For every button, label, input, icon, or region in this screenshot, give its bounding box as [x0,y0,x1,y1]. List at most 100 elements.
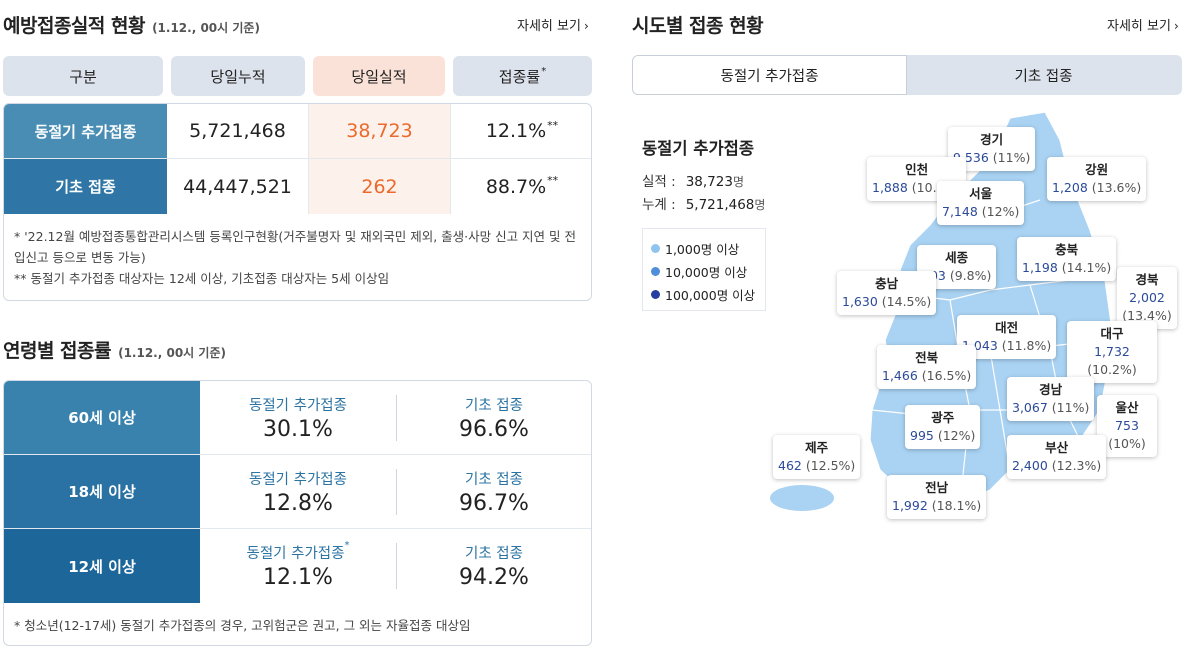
cell-value: 30.1% [263,416,333,442]
region-pct: (11.8%) [1001,338,1052,353]
primary-rate-cell: 기초 접종 96.7% [396,455,591,528]
cell-value: 96.6% [459,416,529,442]
header-label: 당일실적 [351,67,407,86]
header-daily-cumulative: 당일누적 [171,56,305,96]
region-card-gangwon[interactable]: 강원 1,208 (13.6%) [1047,157,1147,201]
section-title: 예방접종실적 현황 [3,15,145,37]
map-region-boundary [989,349,1011,471]
region-card-seoul[interactable]: 서울 7,148 (12%) [937,181,1025,225]
region-pct: (9.8%) [949,268,992,283]
section-subtitle: (1.12., 00시 기준) [152,21,260,35]
region-pct: (13.6%) [1091,180,1142,195]
footnote-mark: * [541,65,547,77]
region-count: 1,732 [1094,344,1130,359]
region-card-chungnam[interactable]: 충남 1,630 (14.5%) [837,271,937,315]
cell-value: 12.8% [263,490,333,516]
row-label: 동절기 추가접종 [4,104,167,158]
region-name: 경남 [1039,382,1063,397]
kv-label: 누계 : [642,197,676,213]
region-pct: (14.1%) [1061,260,1112,275]
regional-status-more-link[interactable]: 자세히 보기 › [1107,15,1179,34]
legend-item: 1,000명 이상 [651,237,757,260]
primary-rate-cell: 기초 접종 94.2% [396,529,591,603]
age-label: 60세 이상 [4,381,200,454]
region-pct: (12%) [981,204,1020,219]
region-pct: (14.5%) [881,294,932,309]
region-name: 인천 [905,162,929,177]
region-count: 753 [1115,418,1139,433]
region-card-gwangju[interactable]: 광주 995 (12%) [905,405,981,449]
legend-item: 10,000명 이상 [651,260,757,283]
region-name: 부산 [1045,440,1069,455]
divider [396,395,397,441]
booster-rate-cell: 동절기 추가접종 12.8% [200,455,396,528]
cumulative-value: 5,721,468 [167,104,309,158]
region-card-gyeongnam[interactable]: 경남 3,067 (11%) [1007,377,1095,421]
rate-value: 12.1% ** [451,104,591,158]
kv-value: 5,721,468 [685,197,755,213]
regional-status-title: 시도별 접종 현황 [632,15,764,37]
region-count: 1,198 [1022,260,1058,275]
region-count: 1,992 [892,498,928,513]
cell-label: 기초 접종 [465,546,523,562]
region-card-jeonbuk[interactable]: 전북 1,466 (16.5%) [877,345,977,389]
vaccination-status-more-link[interactable]: 자세히 보기 › [517,15,589,34]
region-pct: (12%) [937,428,976,443]
region-pct: (18.1%) [931,498,982,513]
region-pct: (11%) [1051,400,1090,415]
cell-value: 96.7% [459,490,529,516]
legend-dot-icon [651,244,660,253]
more-link-label: 자세히 보기 [1107,19,1171,34]
cell-label-text: 동절기 추가접종 [249,397,347,414]
region-card-gyeongbuk[interactable]: 경북 2,002 (13.4%) [1117,267,1177,329]
region-name: 제주 [805,440,829,455]
age-row-60plus: 60세 이상 동절기 추가접종 30.1% 기초 접종 96.6% [4,381,591,455]
age-rate-heading: 연령별 접종률 (1.12., 00시 기준) [3,336,226,363]
today-value: 262 [309,159,451,214]
header-label: 당일누적 [210,67,266,86]
region-count: 2,002 [1129,290,1165,305]
age-row-18plus: 18세 이상 동절기 추가접종 12.8% 기초 접종 96.7% [4,455,591,529]
divider [396,469,397,515]
region-card-busan[interactable]: 부산 2,400 (12.3%) [1007,435,1107,479]
region-count: 7,148 [942,204,978,219]
legend-label: 10,000명 이상 [665,265,748,280]
region-count: 3,067 [1012,400,1048,415]
map-performance: 실적 : 38,723명 [642,170,744,190]
tab-winter-booster[interactable]: 동절기 추가접종 [632,55,907,95]
booster-rate-cell: 동절기 추가접종 30.1% [200,381,396,454]
tab-primary[interactable]: 기초 접종 [905,55,1182,95]
map-region-boundary [909,279,1071,301]
footnote-mark: * [344,540,350,552]
age-label: 12세 이상 [4,529,200,603]
region-card-jeonnam[interactable]: 전남 1,992 (18.1%) [887,475,987,519]
region-name: 대구 [1100,326,1124,341]
legend-dot-icon [651,290,660,299]
chevron-right-icon: › [583,19,589,33]
region-name: 대전 [995,320,1019,335]
region-count: 1,630 [842,294,878,309]
region-count: 462 [778,458,802,473]
region-name: 강원 [1085,162,1109,177]
region-card-daegu[interactable]: 대구 1,732 (10.2%) [1067,321,1157,383]
booster-rate-cell: 동절기 추가접종* 12.1% [200,529,396,603]
stat-row-primary: 기초 접종 44,447,521 262 88.7% ** [4,159,591,214]
today-value: 38,723 [309,104,451,158]
region-count: 1,466 [882,368,918,383]
region-name: 광주 [931,410,955,425]
footnote: * '22.12월 예방접종통합관리시스템 등록인구현황(거주불명자 및 재외국… [14,229,577,265]
region-card-jeju[interactable]: 제주 462 (12.5%) [773,435,861,479]
region-card-ulsan[interactable]: 울산 753 (10%) [1097,395,1157,457]
map-legend: 1,000명 이상 10,000명 이상 100,000명 이상 [642,228,766,311]
vaccination-stats-table: 동절기 추가접종 5,721,468 38,723 12.1% ** 기초 접종 … [3,103,592,301]
kv-label: 실적 : [642,174,676,190]
region-count: 1,208 [1052,180,1088,195]
region-card-chungbuk[interactable]: 충북 1,198 (14.1%) [1017,237,1117,281]
cell-label: 기초 접종 [465,471,523,488]
cell-label: 기초 접종 [465,397,523,414]
vaccination-status-heading: 예방접종실적 현황 (1.12., 00시 기준) [3,11,260,38]
cell-value: 12.1% [263,565,333,590]
region-count: 1,888 [872,180,908,195]
region-pct: (10%) [1108,436,1146,451]
age-label: 18세 이상 [4,455,200,528]
